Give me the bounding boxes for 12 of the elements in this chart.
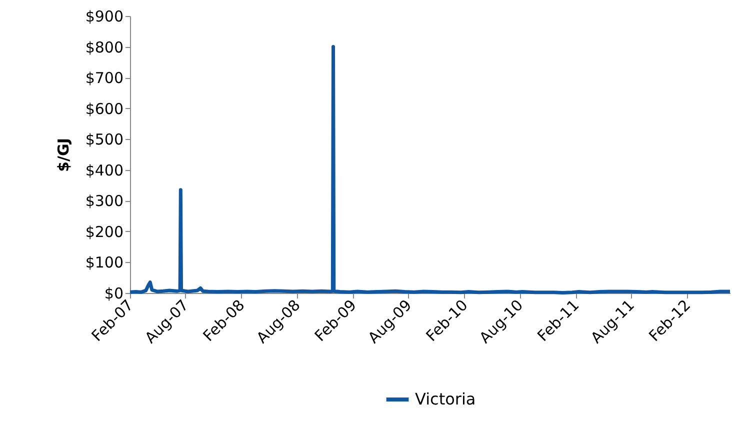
y-tick-label: $400 — [85, 161, 124, 180]
legend-label: Victoria — [415, 390, 476, 408]
y-tick-label: $300 — [85, 192, 124, 210]
y-tick-label: $700 — [85, 69, 124, 88]
y-tick-label: $600 — [85, 100, 124, 118]
y-tick-label: $900 — [85, 8, 124, 26]
y-tick-label: $800 — [85, 38, 124, 56]
y-axis-title: $/GJ — [54, 138, 72, 172]
y-tick-label: $200 — [85, 222, 124, 241]
y-tick-label: $0 — [104, 284, 124, 302]
y-tick-label: $100 — [85, 254, 124, 272]
y-tick-label: $500 — [85, 130, 124, 149]
